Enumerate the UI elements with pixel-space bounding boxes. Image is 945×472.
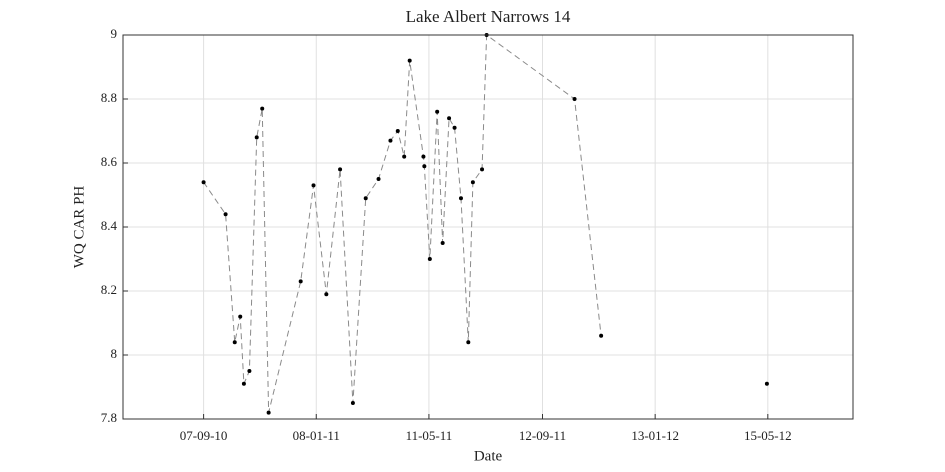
plot-frame [122, 34, 854, 420]
data-point [201, 180, 206, 185]
data-point [572, 97, 577, 101]
y-tick-label: 9 [111, 26, 118, 41]
data-point [311, 183, 316, 188]
y-tick-label: 7.8 [101, 410, 117, 425]
data-point [388, 138, 393, 143]
data-point [254, 135, 259, 140]
x-tick-label: 15-05-12 [744, 428, 792, 443]
x-axis-label: Date [474, 448, 503, 464]
data-point [447, 116, 452, 121]
data-point [241, 381, 246, 386]
data-point [440, 241, 445, 245]
x-tick-label: 13-01-12 [631, 428, 679, 443]
data-point [435, 109, 440, 114]
data-point [350, 401, 355, 405]
data-point [338, 167, 343, 172]
data-point [427, 257, 432, 261]
data-point [458, 196, 463, 201]
data-point [324, 292, 329, 297]
data-point [363, 196, 368, 201]
data-point [223, 212, 228, 217]
x-tick-label: 12-09-11 [519, 428, 566, 443]
data-point [470, 180, 475, 185]
chart-title: Lake Albert Narrows 14 [406, 7, 571, 26]
y-tick-label: 8 [111, 346, 118, 361]
data-point [232, 340, 237, 345]
data-point [298, 279, 303, 284]
data-point [266, 410, 271, 415]
data-point [395, 129, 400, 133]
data-point [238, 314, 243, 319]
y-tick-label: 8.2 [101, 282, 117, 297]
y-tick-label: 8.8 [101, 90, 117, 105]
data-point [421, 154, 426, 159]
data-point [764, 381, 769, 386]
series-line [203, 34, 602, 413]
y-axis-label: WQ CAR PH [71, 186, 87, 269]
data-point [247, 369, 252, 373]
x-tick-label: 11-05-11 [406, 428, 453, 443]
data-point [480, 167, 485, 172]
x-tick-label: 08-01-11 [293, 428, 340, 443]
data-point [422, 164, 427, 169]
data-point [376, 177, 381, 181]
data [201, 33, 769, 415]
y-tick-label: 8.4 [101, 218, 118, 233]
x-tick-label: 07-09-10 [180, 428, 228, 443]
data-point [452, 125, 457, 130]
data-point [599, 333, 604, 338]
data-point [402, 154, 407, 159]
data-point [466, 340, 471, 345]
data-point [260, 106, 265, 111]
y-tick-label: 8.6 [101, 154, 118, 169]
data-point [407, 58, 412, 63]
